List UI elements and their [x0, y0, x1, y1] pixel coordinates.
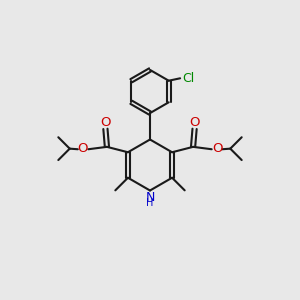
Text: O: O [100, 116, 110, 129]
Text: Cl: Cl [182, 72, 195, 85]
Text: H: H [146, 198, 154, 208]
Text: N: N [145, 191, 155, 204]
Text: O: O [77, 142, 88, 155]
Text: O: O [190, 116, 200, 129]
Text: O: O [212, 142, 223, 155]
